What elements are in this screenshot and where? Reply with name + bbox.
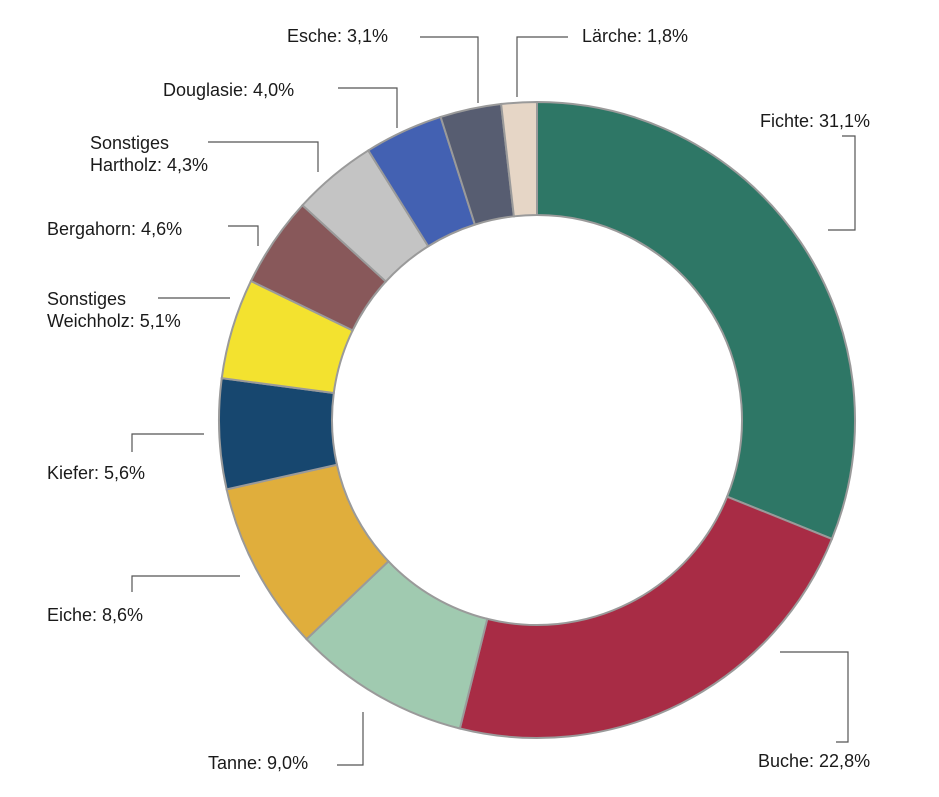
label-esche: Esche: 3,1% bbox=[287, 26, 389, 46]
slice-fichte bbox=[536, 100, 856, 541]
label-sonstiges-hartholz-line1: Sonstiges bbox=[90, 133, 170, 153]
label-tanne: Tanne: 9,0% bbox=[208, 753, 309, 773]
label-sonstiges-weichholz-line2: Weichholz: 5,1% bbox=[47, 311, 181, 331]
leader-line-fichte bbox=[828, 135, 856, 231]
leader-line-l-rche bbox=[516, 36, 568, 97]
leader-line-buche bbox=[780, 651, 849, 743]
leader-line-esche bbox=[420, 36, 479, 103]
leader-lines-group bbox=[131, 36, 856, 766]
label-douglasie: Douglasie: 4,0% bbox=[163, 80, 295, 100]
leader-line-bergahorn bbox=[228, 225, 259, 246]
label-sonstiges-hartholz-line2: Hartholz: 4,3% bbox=[90, 155, 209, 175]
leader-line-sonstiges-hartholz bbox=[208, 141, 319, 172]
leader-line-douglasie bbox=[338, 87, 398, 128]
leader-line-tanne bbox=[337, 712, 364, 766]
slice-l-rche bbox=[500, 100, 538, 218]
label-laerche: Lärche: 1,8% bbox=[582, 26, 689, 46]
label-fichte: Fichte: 31,1% bbox=[760, 111, 871, 131]
leader-line-kiefer bbox=[131, 433, 204, 452]
label-eiche: Eiche: 8,6% bbox=[47, 605, 144, 625]
label-sonstiges-weichholz-line1: Sonstiges bbox=[47, 289, 127, 309]
label-buche: Buche: 22,8% bbox=[758, 751, 871, 771]
label-kiefer: Kiefer: 5,6% bbox=[47, 463, 146, 483]
label-sonstiges-weichholz: Sonstiges Weichholz: 5,1% bbox=[47, 288, 181, 332]
label-sonstiges-hartholz: Sonstiges Hartholz: 4,3% bbox=[90, 132, 208, 176]
slice-buche bbox=[458, 495, 834, 739]
label-bergahorn: Bergahorn: 4,6% bbox=[47, 219, 183, 239]
slices-group bbox=[217, 100, 856, 739]
leader-line-eiche bbox=[131, 575, 240, 592]
